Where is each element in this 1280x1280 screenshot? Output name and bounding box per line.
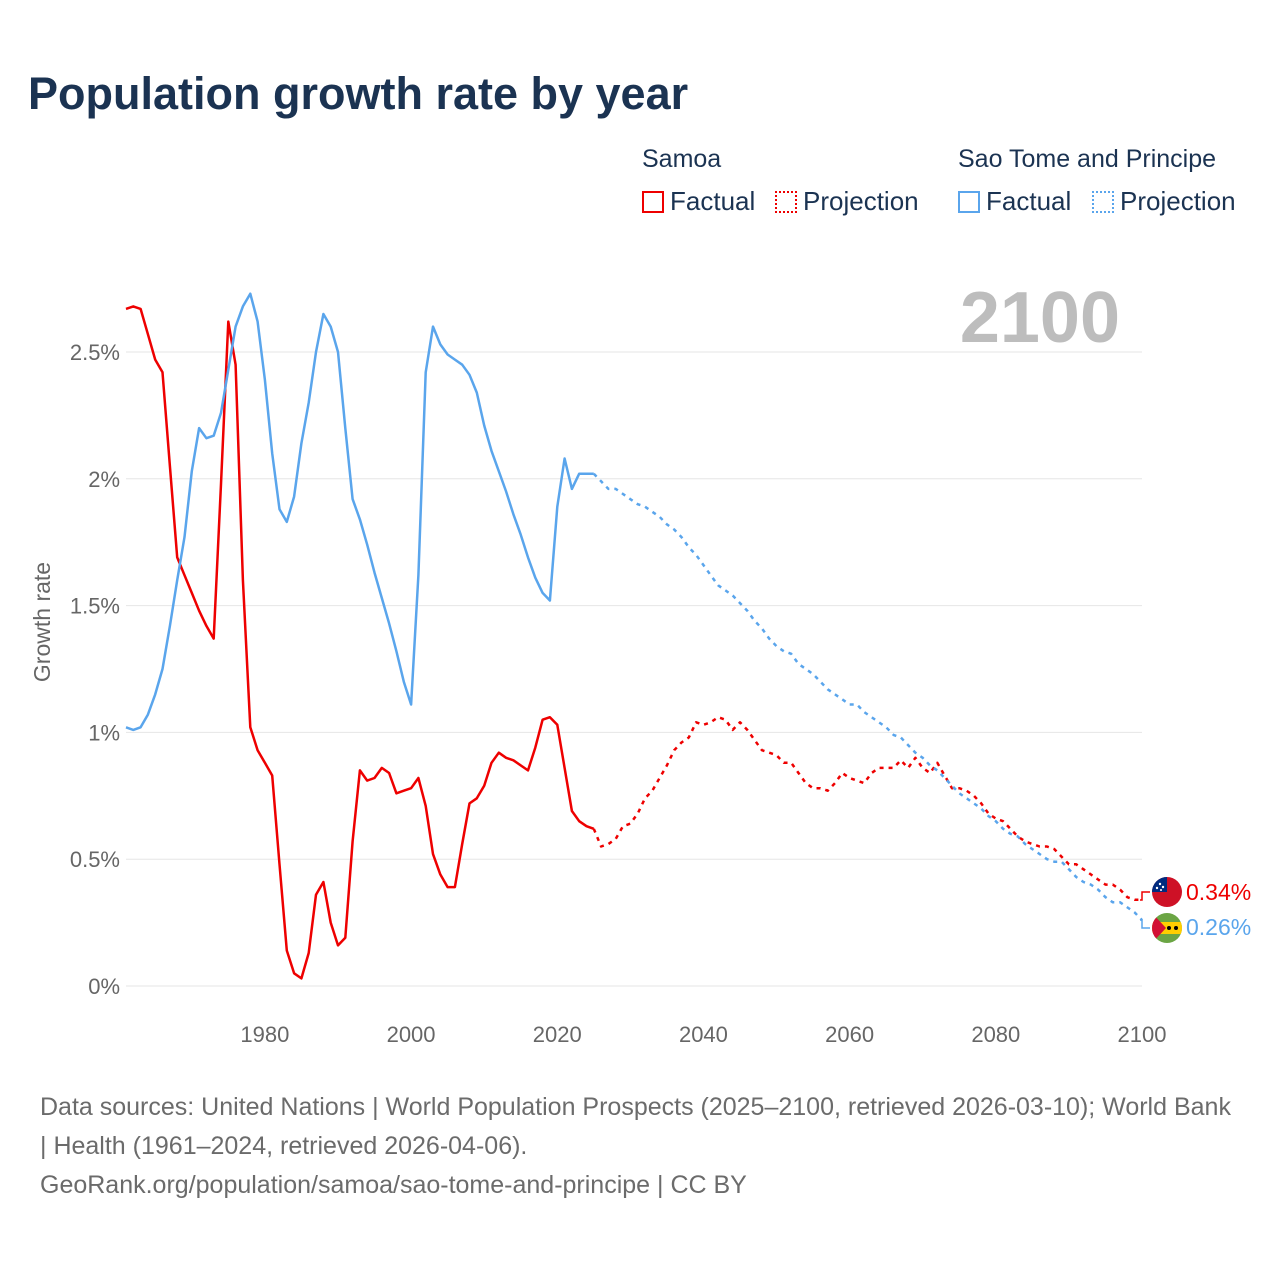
series-line-samoa-projection[interactable] (592, 715, 1142, 902)
stp-end-value: 0.26% (1186, 914, 1251, 940)
legend-stp-projection[interactable]: Projection (1092, 186, 1236, 217)
chart-title: Population growth rate by year (28, 68, 689, 119)
legend-samoa-heading: Samoa (642, 145, 722, 173)
x-tick-label: 1980 (240, 1022, 289, 1047)
y-tick-label: 2% (88, 467, 120, 492)
x-tick-label: 2000 (387, 1022, 436, 1047)
legend-label: Projection (803, 186, 919, 216)
y-tick-label: 0% (88, 974, 120, 999)
solid-swatch-icon (642, 190, 664, 213)
legend-label: Factual (986, 186, 1072, 216)
x-tick-label: 2100 (1118, 1022, 1167, 1047)
legend-samoa-projection[interactable]: Projection (775, 186, 919, 217)
stp-connector (1140, 919, 1150, 929)
legend-stp-heading: Sao Tome and Principe (958, 145, 1217, 173)
source-link[interactable]: GeoRank.org/population/samoa/sao-tome-an… (40, 1171, 747, 1199)
series-line-sao-tome-and-principe-factual[interactable] (125, 292, 594, 732)
legend-samoa-factual[interactable]: Factual (642, 186, 755, 217)
year-watermark: 2100 (960, 278, 1120, 358)
data-sources: Data sources: United Nations | World Pop… (40, 1093, 1231, 1160)
solid-swatch-icon (958, 190, 980, 213)
y-tick-label: 2.5% (70, 340, 120, 365)
footer: Data sources: United Nations | World Pop… (40, 1088, 1240, 1205)
x-tick-label: 2080 (971, 1022, 1020, 1047)
y-tick-label: 1% (88, 720, 120, 745)
legend-label: Projection (1120, 186, 1236, 216)
x-tick-label: 2020 (533, 1022, 582, 1047)
sao-tome-flag-icon (1152, 913, 1182, 943)
legend-stp-factual[interactable]: Factual (958, 186, 1071, 217)
samoa-flag-icon (1152, 877, 1182, 907)
dotted-swatch-icon (775, 190, 797, 213)
dotted-swatch-icon (1092, 190, 1114, 213)
x-tick-label: 2040 (679, 1022, 728, 1047)
x-tick-label: 2060 (825, 1022, 874, 1047)
y-tick-label: 1.5% (70, 594, 120, 619)
series-line-samoa-factual[interactable] (125, 305, 595, 980)
samoa-end-value: 0.34% (1186, 879, 1251, 905)
samoa-connector (1140, 891, 1150, 901)
series-line-sao-tome-and-principe-projection[interactable] (592, 472, 1143, 921)
y-axis-label: Growth rate (29, 562, 55, 682)
y-tick-label: 0.5% (70, 847, 120, 872)
legend-label: Factual (670, 186, 756, 216)
